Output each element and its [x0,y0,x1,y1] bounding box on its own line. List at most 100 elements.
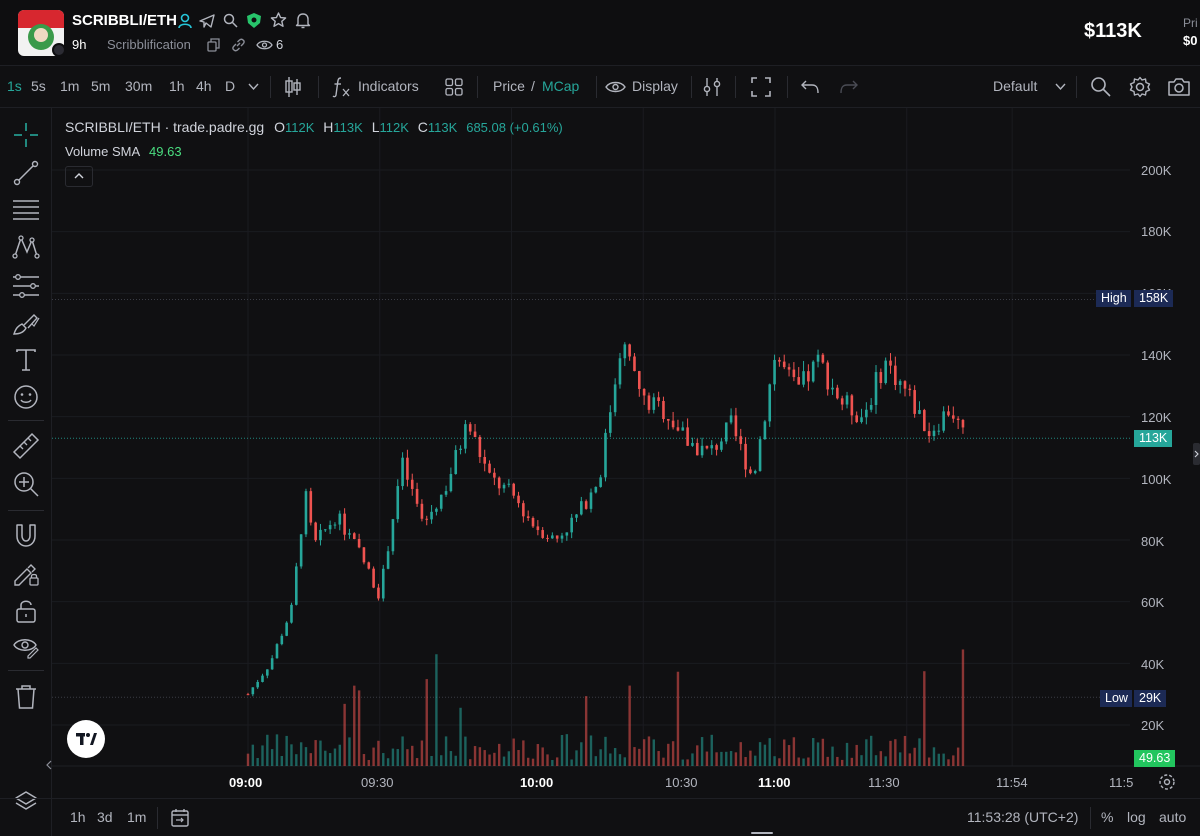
clock-timezone[interactable]: 11:53:28 (UTC+2) [967,809,1079,825]
lock-icon[interactable] [14,598,38,624]
chevron-left-icon[interactable] [46,760,52,770]
interval-1s[interactable]: 1s [7,78,22,94]
range-1h[interactable]: 1h [70,809,86,825]
lock-drawing-icon[interactable] [12,560,40,586]
alert-bell-icon[interactable] [295,12,311,29]
candle-up [290,604,293,623]
volume-bar [555,757,559,766]
volume-bar [517,750,520,766]
brush-icon[interactable] [12,312,40,336]
user-icon[interactable] [178,13,192,29]
trash-icon[interactable] [14,684,38,710]
shield-icon[interactable] [246,12,262,29]
collapse-legend-button[interactable] [65,166,93,187]
bottom-bar: 1h 3d 1m 11:53:28 (UTC+2) % log auto [0,798,1200,836]
eye-icon[interactable] [605,80,626,94]
magnet-icon[interactable] [13,522,39,548]
volume-bar [763,744,767,766]
token-avatar[interactable] [18,10,64,56]
function-icon[interactable] [332,76,352,98]
current-price-tag: 113K [1134,430,1173,447]
candle-down [497,477,501,489]
pattern-icon[interactable] [12,234,40,260]
gear-icon[interactable] [1129,76,1151,98]
layers-icon[interactable] [14,790,38,814]
settings-sliders-icon[interactable] [703,77,721,97]
scroll-handle[interactable] [751,832,773,834]
volume-bar [464,736,467,766]
legend-ohlc: SCRIBBLI/ETH · trade.padre.gg O112K H113… [65,119,563,135]
percent-toggle[interactable]: % [1101,809,1114,825]
layout-select[interactable]: Default [993,78,1038,94]
star-icon[interactable] [270,12,287,28]
volume-bar [927,757,931,766]
copy-icon[interactable] [207,38,220,52]
volume-bar [638,748,641,766]
volume-bar [483,750,486,766]
zoom-in-icon[interactable] [12,470,40,498]
interval-d[interactable]: D [225,78,236,94]
chart-area[interactable]: SCRIBBLI/ETH · trade.padre.gg O112K H113… [52,108,1200,798]
candle-down [705,445,709,449]
toolbar-divider [477,76,478,98]
auto-toggle[interactable]: auto [1159,809,1187,825]
text-tool-icon[interactable] [14,348,38,372]
high-tag-label: High [1096,290,1131,307]
telegram-icon[interactable] [199,13,215,29]
horizontal-lines-icon[interactable] [12,198,40,222]
legend-symbol[interactable]: SCRIBBLI/ETH · trade.padre.gg [65,119,265,135]
link-icon[interactable] [231,38,246,52]
undo-icon[interactable] [801,80,819,94]
interval-1m[interactable]: 1m [60,78,80,94]
indicators-button[interactable]: Indicators [358,78,419,94]
volume-bar [348,737,351,766]
expand-panel-handle[interactable] [1193,443,1200,465]
candle-up [594,486,598,493]
range-1m[interactable]: 1m [127,809,147,825]
candle-down [686,427,689,446]
candles-icon[interactable] [284,76,302,98]
goto-date-icon[interactable] [170,808,190,828]
candle-down [647,395,651,410]
volume-bar [396,749,399,766]
fib-levels-icon[interactable] [12,274,40,298]
candle-down [778,359,781,362]
price-chart[interactable] [52,108,1200,798]
trend-line-icon[interactable] [13,160,39,186]
search-icon[interactable] [223,13,238,28]
emoji-icon[interactable] [13,384,39,410]
volume-bar [440,755,443,766]
display-button[interactable]: Display [632,78,678,94]
tradingview-logo[interactable] [67,720,105,758]
interval-4h[interactable]: 4h [196,78,212,94]
fullscreen-icon[interactable] [751,77,771,97]
axis-settings-icon[interactable] [1158,773,1176,791]
interval-5m[interactable]: 5m [91,78,111,94]
interval-5s[interactable]: 5s [31,78,46,94]
volume-bar [865,739,868,766]
interval-1h[interactable]: 1h [169,78,185,94]
y-tick: 200K [1141,163,1172,178]
candle-up [831,387,834,390]
volume-bar [309,753,313,766]
price-toggle[interactable]: Price [493,78,525,94]
crosshair-icon[interactable] [13,122,39,148]
search-icon[interactable] [1090,76,1111,97]
candle-up [869,405,873,410]
chevron-down-icon[interactable] [1055,83,1066,91]
redo-icon[interactable] [840,80,858,94]
volume-bar [720,751,723,766]
range-3d[interactable]: 3d [97,809,113,825]
x-tick: 10:30 [665,775,698,790]
camera-icon[interactable] [1167,77,1191,97]
chevron-down-icon[interactable] [248,83,259,91]
ruler-icon[interactable] [12,432,40,460]
log-toggle[interactable]: log [1127,809,1146,825]
templates-grid-icon[interactable] [445,78,463,96]
mcap-toggle[interactable]: MCap [542,78,580,94]
candle-down [787,367,791,370]
interval-30m[interactable]: 30m [125,78,153,94]
volume-bar [338,744,341,766]
candle-up [551,535,554,539]
hide-drawings-icon[interactable] [12,634,40,660]
